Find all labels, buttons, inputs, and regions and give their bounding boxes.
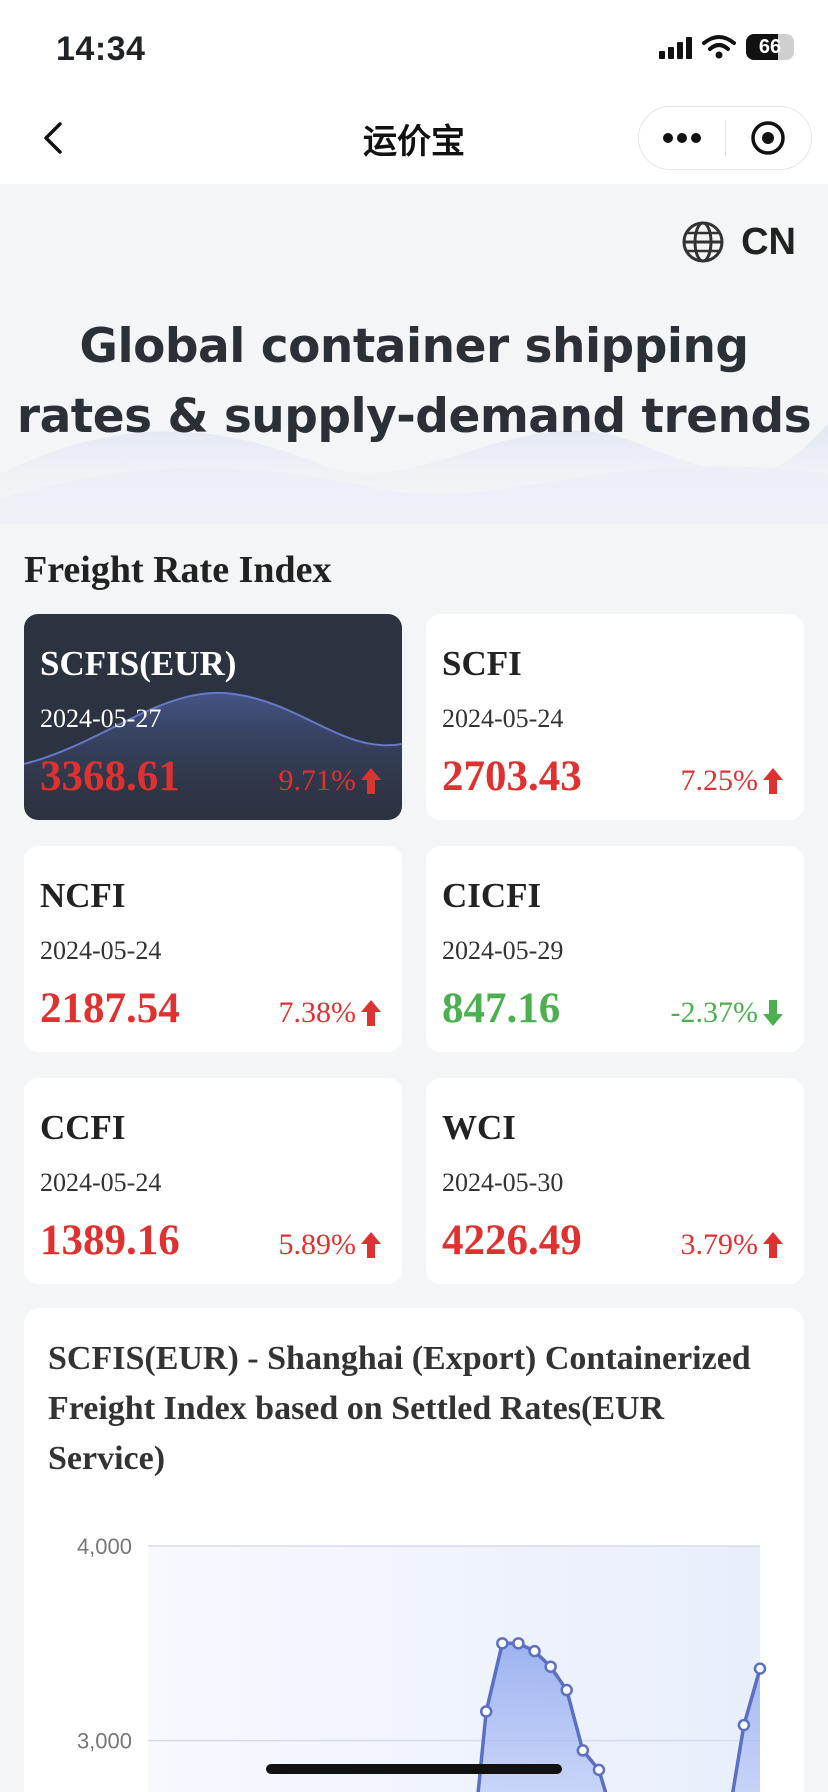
index-card-scfi[interactable]: SCFI 2024-05-24 2703.43 7.25% [426, 614, 804, 820]
index-value: 847.16 [442, 985, 561, 1032]
chart-title: SCFIS(EUR) - Shanghai (Export) Container… [48, 1340, 751, 1477]
series-area [478, 1643, 760, 1792]
index-change: 7.25% [681, 764, 785, 798]
globe-icon [682, 221, 724, 263]
y-tick-label: 3,000 [77, 1729, 132, 1754]
section-title: Freight Rate Index [24, 549, 332, 591]
index-date: 2024-05-30 [442, 1168, 564, 1197]
hero-headline-line2: rates & supply-demand trends [16, 389, 812, 444]
hero-headline-line1: Global container shipping [79, 319, 749, 374]
battery-icon: 66 [746, 34, 794, 60]
index-value: 2703.43 [442, 753, 582, 800]
data-point[interactable] [753, 1662, 767, 1675]
data-point[interactable] [576, 1744, 590, 1757]
index-card-ncfi[interactable]: NCFI 2024-05-24 2187.54 7.38% [24, 846, 402, 1052]
index-date: 2024-05-24 [442, 704, 564, 733]
index-card-wci[interactable]: WCI 2024-05-30 4226.49 3.79% [426, 1078, 804, 1284]
home-indicator [266, 1764, 562, 1774]
data-point[interactable] [560, 1683, 573, 1697]
target-circle-icon [751, 121, 785, 155]
index-name: NCFI [40, 876, 126, 915]
index-date: 2024-05-29 [442, 936, 564, 965]
arrow-up-icon [361, 1232, 381, 1258]
chart-card: 4,000 3,000 SCFIS(EUR) - Shanghai (Export… [24, 1308, 804, 1792]
index-name: SCFI [442, 644, 522, 683]
arrow-up-icon [763, 768, 783, 794]
index-change: 7.38% [279, 996, 383, 1030]
data-point[interactable] [592, 1763, 606, 1777]
back-arrow-icon[interactable] [28, 112, 80, 164]
index-name: WCI [442, 1108, 516, 1147]
index-change: 3.79% [681, 1228, 785, 1262]
y-tick-label: 4,000 [77, 1534, 132, 1559]
index-change: -2.37% [671, 996, 784, 1030]
index-name: CICFI [442, 876, 542, 915]
index-value: 3368.61 [40, 753, 180, 800]
close-miniprogram-button[interactable] [726, 107, 812, 169]
index-change-percent: -2.37% [670, 996, 758, 1029]
status-bar: 14:34 66 [0, 0, 828, 92]
data-point[interactable] [544, 1660, 557, 1673]
index-value: 2187.54 [40, 985, 180, 1032]
index-name: SCFIS(EUR) [40, 644, 237, 683]
hero-banner: CN Global container shipping rates & sup… [0, 184, 828, 524]
capsule-divider [724, 120, 726, 156]
data-point[interactable] [737, 1718, 751, 1732]
index-date: 2024-05-24 [40, 1168, 162, 1197]
index-date: 2024-05-27 [40, 704, 162, 733]
language-code: CN [741, 220, 796, 263]
index-change-percent: 9.71% [278, 764, 357, 797]
more-dots-icon [662, 133, 701, 143]
mini-program-capsule [638, 106, 812, 170]
hero-wave-decoration [0, 424, 828, 524]
data-point[interactable] [496, 1637, 509, 1650]
index-date: 2024-05-24 [40, 936, 162, 965]
arrow-up-icon [361, 768, 381, 794]
battery-level: 66 [758, 36, 782, 58]
index-change: 5.89% [279, 1228, 383, 1262]
index-change-percent: 3.79% [680, 1228, 759, 1261]
arrow-up-icon [361, 1000, 381, 1026]
wifi-icon [702, 35, 736, 59]
index-change-percent: 7.38% [278, 996, 357, 1029]
index-value: 4226.49 [442, 1217, 582, 1264]
cellular-signal-icon [659, 35, 692, 59]
page-title: 运价宝 [363, 122, 465, 162]
more-button[interactable] [639, 107, 725, 169]
index-card-ccfi[interactable]: CCFI 2024-05-24 1389.16 5.89% [24, 1078, 402, 1284]
index-card-cicfi[interactable]: CICFI 2024-05-29 847.16 -2.37% [426, 846, 804, 1052]
plot-area [148, 1546, 760, 1792]
index-card-scfis-eur[interactable]: SCFIS(EUR) 2024-05-27 3368.61 9.71% [24, 614, 402, 820]
status-time: 14:34 [56, 30, 146, 68]
language-switcher[interactable]: CN [681, 220, 796, 264]
arrow-up-icon [763, 1232, 783, 1258]
index-change: 9.71% [279, 764, 383, 798]
index-value: 1389.16 [40, 1217, 180, 1264]
arrow-down-icon [763, 1000, 783, 1026]
data-point[interactable] [528, 1644, 541, 1658]
data-point[interactable] [479, 1705, 493, 1718]
navigation-bar: 运价宝 [0, 92, 828, 184]
index-trend-chart[interactable]: 4,000 3,000 [24, 1308, 804, 1792]
index-change-percent: 7.25% [680, 764, 759, 797]
card-wave-decoration [24, 691, 402, 820]
index-change-percent: 5.89% [278, 1228, 357, 1261]
status-icons: 66 [659, 34, 794, 60]
data-point[interactable] [512, 1637, 525, 1650]
index-name: CCFI [40, 1108, 126, 1147]
hero-headline: Global container shipping rates & supply… [0, 312, 828, 452]
